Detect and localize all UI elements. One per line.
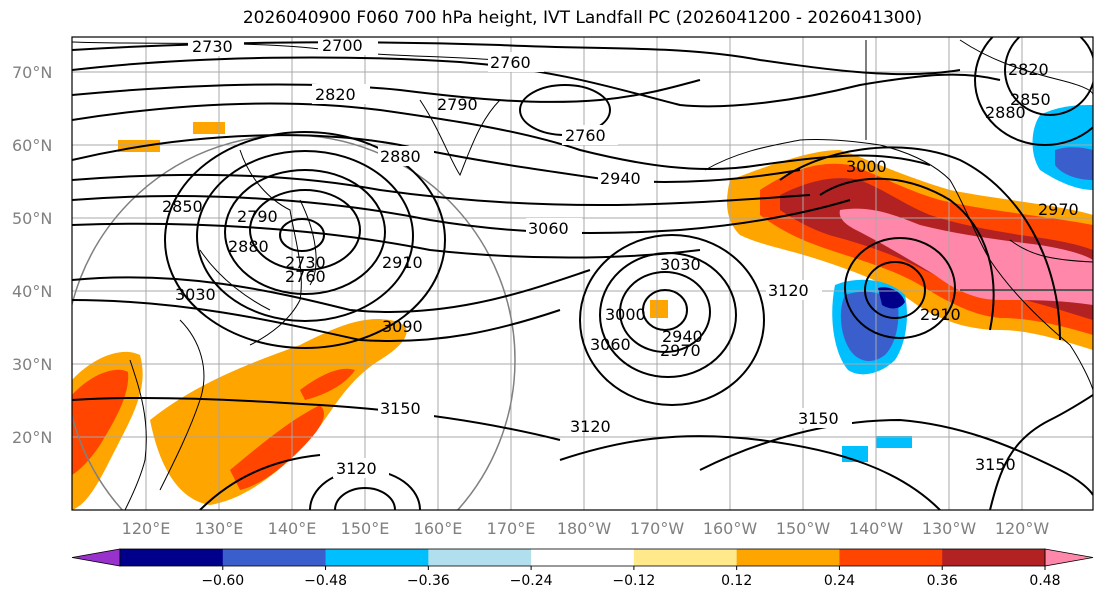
- contour-label: 3030: [175, 285, 216, 304]
- contour-label: 2910: [382, 253, 423, 272]
- contour-label: 2910: [920, 305, 961, 324]
- colorbar-tick-label: −0.36: [407, 573, 450, 589]
- contour-label: 3120: [768, 281, 809, 300]
- contour-label: 2790: [437, 95, 478, 114]
- contour-label-bg: [318, 37, 378, 55]
- contour-label: 3000: [605, 305, 646, 324]
- lon-label: 170°W: [630, 519, 685, 538]
- lon-label: 170°E: [487, 519, 536, 538]
- contour-label: 2730: [192, 37, 233, 56]
- colorbar-swatch: [71, 548, 121, 567]
- lon-label: 160°W: [703, 519, 758, 538]
- contour-label: 2730: [285, 253, 326, 272]
- colorbar-tick-label: 0.36: [927, 573, 958, 589]
- lon-label: 150°W: [776, 519, 831, 538]
- contour-label: 2850: [1010, 90, 1051, 109]
- contour-label-bg: [188, 37, 244, 56]
- contour-label: 2760: [285, 267, 326, 286]
- map-plot-area: 2730 2700 2760 2820 2790 2760 2880 2850 …: [72, 36, 1093, 510]
- lat-label: 70°N: [12, 63, 52, 82]
- lon-label: 140°W: [849, 519, 904, 538]
- colorbar-tick-label: −0.48: [304, 573, 347, 589]
- contour-label: 3120: [336, 459, 377, 478]
- map-frame: [71, 36, 1094, 511]
- contour-label: 3060: [528, 219, 569, 238]
- colorbar-swatch: [736, 549, 840, 566]
- lat-label: 30°N: [12, 355, 52, 374]
- colorbar-swatch: [428, 549, 532, 566]
- colorbar-tick-label: −0.60: [201, 573, 244, 589]
- longitude-labels: 120°E 130°E 140°E 150°E 160°E 170°E 180°…: [122, 519, 1050, 538]
- colorbar-tick-label: 0.24: [824, 573, 855, 589]
- contour-label-bg: [378, 146, 434, 166]
- contour-label: 2880: [380, 147, 421, 166]
- colorbar-frame: [119, 548, 1046, 567]
- contour-label: 3150: [975, 455, 1016, 474]
- ivt-shading: [72, 105, 1093, 510]
- lat-label: 40°N: [12, 282, 52, 301]
- contour-label: 2850: [162, 197, 203, 216]
- contour-label-bg: [333, 458, 389, 478]
- contour-label-bg: [526, 218, 582, 238]
- colorbar-swatch: [839, 549, 943, 566]
- lon-label: 140°E: [268, 519, 317, 538]
- contour-label: 2940: [600, 169, 641, 188]
- lat-label: 20°N: [12, 428, 52, 447]
- contour-label: 2700: [322, 36, 363, 55]
- lon-label: 120°E: [122, 519, 171, 538]
- contour-label: 2940: [662, 327, 703, 346]
- lon-label: 180°W: [557, 519, 612, 538]
- contour-label-bg: [312, 84, 370, 104]
- contour-label-bg: [766, 280, 822, 300]
- contour-label: 2790: [237, 207, 278, 226]
- lon-label: 120°W: [995, 519, 1050, 538]
- contour-label: 2970: [1038, 200, 1079, 219]
- contour-label-bg: [598, 168, 654, 188]
- lon-label: 150°E: [341, 519, 390, 538]
- contour-label: 3150: [798, 409, 839, 428]
- contour-label-bg: [488, 52, 544, 72]
- colorbar-swatch: [942, 549, 1046, 566]
- contour-label: 2760: [565, 126, 606, 145]
- contour-label-layer: 2730 2700 2760 2820 2790 2760 2880 2850 …: [162, 36, 1079, 478]
- contour-label: 2970: [660, 341, 701, 360]
- latitude-labels: 70°N 60°N 50°N 40°N 30°N 20°N: [12, 63, 52, 447]
- contour-label: 3060: [590, 335, 631, 354]
- lon-label: 130°E: [195, 519, 244, 538]
- contour-label-bg: [796, 408, 852, 428]
- lon-label: 160°E: [414, 519, 463, 538]
- contour-label: 3030: [660, 255, 701, 274]
- colorbar-swatch: [222, 549, 327, 566]
- colorbar-tick-label: 0.12: [721, 573, 752, 589]
- contour-label: 3090: [382, 317, 423, 336]
- colorbar-swatch: [120, 549, 224, 566]
- contour-label: 2880: [985, 103, 1026, 122]
- colorbar-swatch: [325, 549, 429, 566]
- contour-label: 2880: [228, 237, 269, 256]
- colorbar-swatch: [531, 549, 635, 566]
- contour-label: 3000: [846, 157, 887, 176]
- contour-label-bg: [378, 398, 434, 418]
- map-title: 2026040900 F060 700 hPa height, IVT Land…: [242, 8, 923, 28]
- contour-label: 2820: [315, 85, 356, 104]
- lat-label: 50°N: [12, 209, 52, 228]
- colorbar-tick-label: −0.24: [510, 573, 553, 589]
- colorbar-swatch: [633, 549, 738, 566]
- contour-label: 3150: [380, 399, 421, 418]
- contour-label: 2760: [490, 53, 531, 72]
- colorbar-swatch: [1044, 548, 1094, 567]
- colorbar: −0.60 −0.48 −0.36 −0.24 −0.12 0.12 0.24 0.36 0.4…: [71, 548, 1094, 589]
- colorbar-tick-label: −0.12: [612, 573, 655, 589]
- contour-label-bg: [562, 125, 618, 145]
- lon-label: 130°W: [922, 519, 977, 538]
- colorbar-tick-label: 0.48: [1029, 573, 1060, 589]
- contour-label: 3120: [570, 417, 611, 436]
- contour-label: 2820: [1008, 60, 1049, 79]
- lat-label: 60°N: [12, 136, 52, 155]
